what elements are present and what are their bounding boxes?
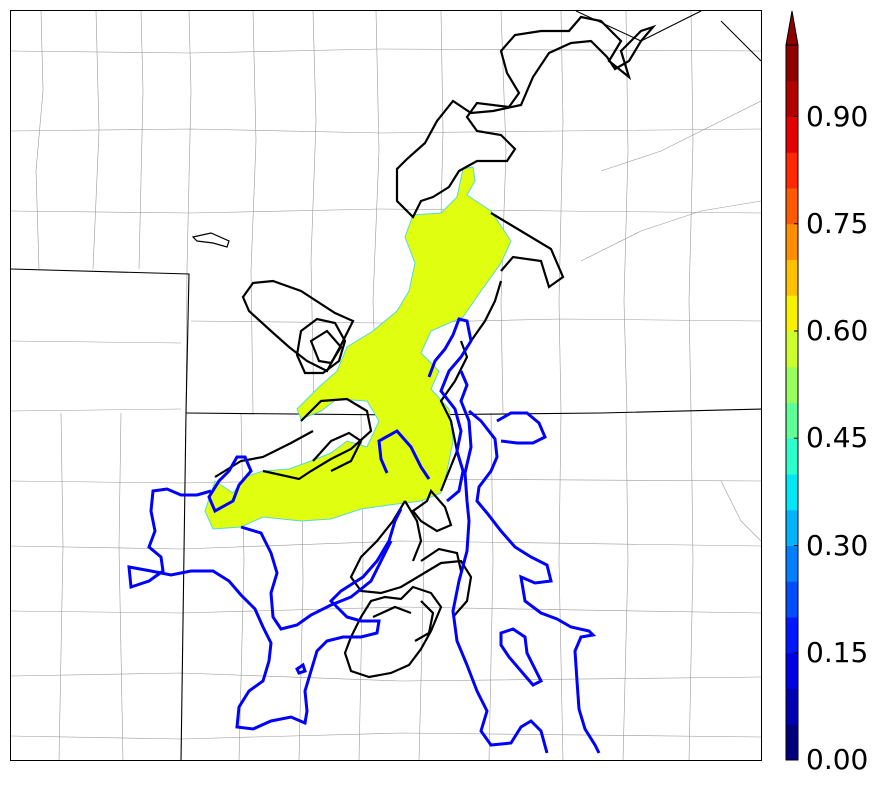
colorbar-tick-label: 0.75 bbox=[806, 206, 869, 240]
lake-outline bbox=[191, 232, 230, 248]
colorbar-tick-label: 0.15 bbox=[806, 635, 869, 669]
colorbar-tick-label: 0.30 bbox=[806, 528, 869, 562]
colorbar-segment bbox=[786, 474, 798, 511]
colorbar-segment bbox=[786, 188, 798, 225]
colorbar-segment bbox=[786, 116, 798, 153]
colorbar-tick-label: 0.00 bbox=[806, 743, 869, 776]
map-canvas bbox=[11, 11, 761, 760]
county-boundaries bbox=[11, 11, 761, 760]
black-contours bbox=[214, 15, 657, 679]
colorbar-outline bbox=[785, 44, 799, 761]
colorbar-tick-label: 0.90 bbox=[806, 99, 869, 133]
map-panel bbox=[10, 10, 762, 761]
colorbar-segment bbox=[786, 438, 798, 475]
colorbar-segment bbox=[786, 45, 798, 82]
colorbar-segment bbox=[786, 223, 798, 260]
colorbar-segment bbox=[786, 509, 798, 546]
colorbar-segment bbox=[786, 652, 798, 689]
colorbar-segment bbox=[786, 331, 798, 368]
blue-contours bbox=[127, 317, 601, 754]
colorbar-segment bbox=[786, 366, 798, 403]
colorbar-segment bbox=[786, 295, 798, 332]
colorbar-segment bbox=[786, 80, 798, 117]
colorbar-extend-arrow bbox=[785, 10, 799, 46]
filled-probability-region bbox=[204, 166, 512, 530]
colorbar-segment bbox=[786, 581, 798, 618]
colorbar-segment bbox=[786, 152, 798, 189]
colorbar-tick-label: 0.45 bbox=[806, 421, 869, 455]
colorbar-segment bbox=[786, 545, 798, 582]
colorbar-segment bbox=[786, 688, 798, 725]
colorbar-tick-label: 0.60 bbox=[806, 314, 869, 347]
colorbar-segment bbox=[786, 259, 798, 296]
colorbar-segment bbox=[786, 724, 798, 761]
colorbar bbox=[785, 10, 799, 761]
colorbar-segment bbox=[786, 617, 798, 654]
colorbar-segment bbox=[786, 402, 798, 439]
